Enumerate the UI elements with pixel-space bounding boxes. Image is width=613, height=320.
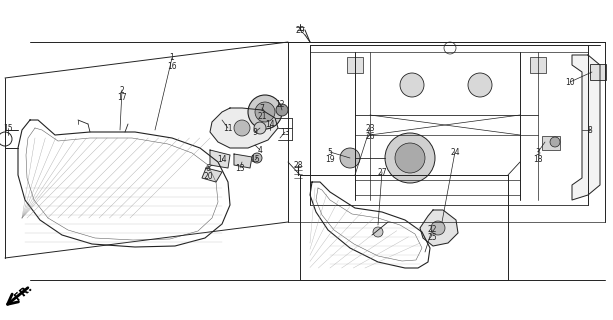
Text: 26: 26 xyxy=(365,132,375,140)
Text: 16: 16 xyxy=(167,61,177,70)
Circle shape xyxy=(255,102,275,122)
Circle shape xyxy=(591,65,605,79)
Polygon shape xyxy=(572,55,600,200)
Circle shape xyxy=(550,137,560,147)
Circle shape xyxy=(276,104,288,116)
Circle shape xyxy=(395,143,425,173)
Circle shape xyxy=(340,148,360,168)
Text: 15: 15 xyxy=(3,124,13,132)
Text: 28: 28 xyxy=(293,161,303,170)
Circle shape xyxy=(468,73,492,97)
Text: 5: 5 xyxy=(327,148,332,156)
Text: 1: 1 xyxy=(170,53,174,62)
Bar xyxy=(542,136,560,150)
Text: 22: 22 xyxy=(427,226,436,235)
Text: 14: 14 xyxy=(217,156,227,164)
Circle shape xyxy=(431,221,445,235)
Polygon shape xyxy=(210,150,230,168)
Text: 7: 7 xyxy=(259,103,264,113)
Circle shape xyxy=(385,133,435,183)
Polygon shape xyxy=(234,154,252,168)
Text: 18: 18 xyxy=(533,156,543,164)
Text: 2: 2 xyxy=(120,85,124,94)
Text: 12: 12 xyxy=(275,100,285,108)
Text: 3: 3 xyxy=(536,148,541,156)
Text: 21: 21 xyxy=(257,111,267,121)
Text: 14: 14 xyxy=(265,119,275,129)
Text: 20: 20 xyxy=(203,172,213,180)
Polygon shape xyxy=(202,168,222,182)
Text: 17: 17 xyxy=(117,93,127,102)
Text: 27: 27 xyxy=(377,167,387,177)
Text: 10: 10 xyxy=(565,77,575,86)
Text: 24: 24 xyxy=(450,148,460,156)
Polygon shape xyxy=(420,210,458,246)
Polygon shape xyxy=(210,108,278,148)
Text: 11: 11 xyxy=(223,124,233,132)
Bar xyxy=(590,64,606,80)
Circle shape xyxy=(252,153,262,163)
Text: 23: 23 xyxy=(365,124,375,132)
Text: 19: 19 xyxy=(325,156,335,164)
Bar xyxy=(347,57,363,73)
Circle shape xyxy=(400,73,424,97)
Text: 25: 25 xyxy=(427,234,437,243)
Bar xyxy=(530,57,546,73)
Text: 15: 15 xyxy=(250,156,260,164)
Text: FR.: FR. xyxy=(12,282,34,302)
Text: 6: 6 xyxy=(205,164,210,172)
Text: 29: 29 xyxy=(295,26,305,35)
Circle shape xyxy=(254,122,266,134)
Text: 13: 13 xyxy=(280,127,290,137)
Text: 4: 4 xyxy=(257,146,262,155)
Text: 9: 9 xyxy=(253,127,257,137)
Circle shape xyxy=(248,95,282,129)
Circle shape xyxy=(234,120,250,136)
Circle shape xyxy=(373,227,383,237)
Text: 8: 8 xyxy=(588,125,592,134)
Text: 13: 13 xyxy=(235,164,245,172)
